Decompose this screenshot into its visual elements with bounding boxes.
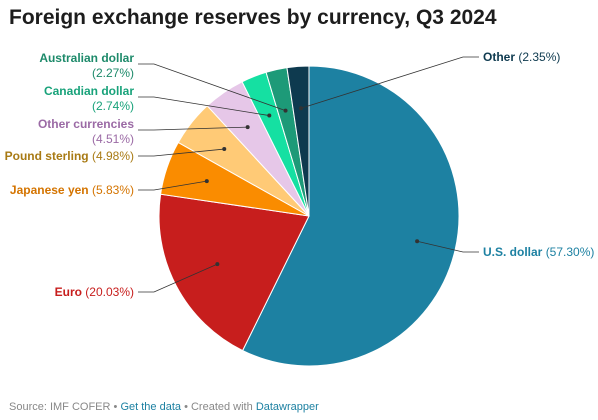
slice-value-australian-dollar: (2.27%) bbox=[92, 66, 134, 80]
slice-label-pound-sterling: Pound sterling (4.98%) bbox=[5, 149, 134, 163]
chart-title: Foreign exchange reserves by currency, Q… bbox=[9, 6, 497, 29]
leader-lines bbox=[138, 56, 479, 293]
slice-label-other: Other (2.35%) bbox=[483, 50, 560, 64]
slice-label-euro: Euro (20.03%) bbox=[55, 285, 134, 299]
footer-separator: • bbox=[113, 401, 118, 413]
slice-label-other-currencies: Other currencies bbox=[38, 117, 134, 131]
slice-value-canadian-dollar: (2.74%) bbox=[92, 99, 134, 113]
slice-label-japanese-yen: Japanese yen (5.83%) bbox=[10, 183, 134, 197]
created-with-text: Created with bbox=[190, 401, 253, 413]
datawrapper-link[interactable]: Datawrapper bbox=[255, 401, 319, 413]
leader-line-pound-sterling bbox=[138, 148, 225, 157]
leader-line-japanese-yen bbox=[138, 180, 207, 191]
slice-label-australian-dollar: Australian dollar bbox=[39, 51, 134, 65]
leader-line-canadian-dollar bbox=[138, 96, 270, 116]
get-the-data-link[interactable]: Get the data bbox=[120, 401, 181, 413]
leader-line-u-s-dollar bbox=[417, 240, 479, 253]
leader-line-australian-dollar bbox=[138, 63, 286, 111]
leader-dot-other-currencies bbox=[245, 125, 250, 130]
pie-slice-euro bbox=[158, 193, 310, 352]
pie-chart: U.S. dollar (57.30%) Euro (20.03%) Japanes… bbox=[5, 50, 595, 367]
source-note: Source: IMF COFER bbox=[9, 401, 111, 413]
leader-line-other-currencies bbox=[138, 126, 248, 131]
footer-separator: • bbox=[184, 401, 188, 413]
slice-labels: U.S. dollar (57.30%) Euro (20.03%) Japanes… bbox=[5, 50, 595, 299]
slice-value-other-currencies: (4.51%) bbox=[92, 132, 134, 146]
chart-footer: Source: IMF COFER • Get the data • Creat… bbox=[9, 401, 319, 413]
slice-label-u-s-dollar: U.S. dollar (57.30%) bbox=[483, 245, 594, 259]
leader-line-euro bbox=[138, 263, 218, 293]
pie-slice-other bbox=[286, 65, 310, 217]
leader-line-other bbox=[300, 56, 479, 109]
slice-label-canadian-dollar: Canadian dollar bbox=[44, 84, 134, 98]
pie-slices bbox=[158, 65, 460, 367]
